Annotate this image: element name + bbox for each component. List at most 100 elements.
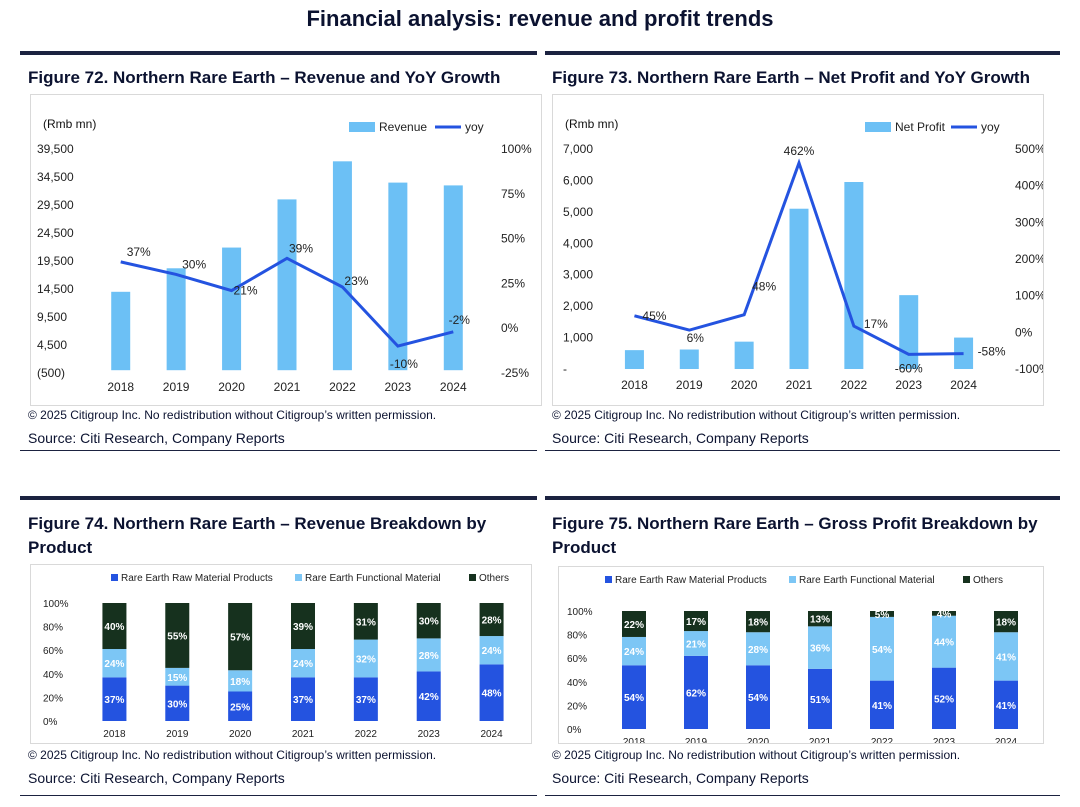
left-axis-tick-label: 5,000 <box>563 205 593 219</box>
stacked-bar-segment-0 <box>808 668 832 729</box>
segment-data-label: 18% <box>230 677 250 688</box>
segment-data-label: 39% <box>293 622 313 633</box>
figure-73-copyright: © 2025 Citigroup Inc. No redistribution … <box>552 408 961 422</box>
legend-swatch <box>295 574 302 581</box>
stacked-bar-segment-1 <box>165 667 190 686</box>
left-axis-tick-label: 19,500 <box>37 254 74 268</box>
y-axis-tick-label: 60% <box>567 654 587 665</box>
stacked-bar-segment-1 <box>932 615 956 668</box>
x-axis-tick-label: 2022 <box>329 380 356 394</box>
stacked-bar-segment-0 <box>684 655 708 729</box>
x-axis-tick-label: 2023 <box>895 378 922 392</box>
x-axis-tick-label: 2018 <box>107 380 134 394</box>
segment-data-label: 15% <box>167 673 187 684</box>
stacked-bar-segment-2 <box>622 611 646 637</box>
stacked-bar-segment-0 <box>228 691 253 721</box>
yoy-data-label: 48% <box>752 280 776 294</box>
stacked-bar-segment-2 <box>291 603 315 650</box>
x-axis-tick-label: 2019 <box>163 380 190 394</box>
segment-data-label: 32% <box>356 654 376 665</box>
stacked-bar-segment-2 <box>416 603 441 639</box>
bar-revenue <box>443 185 463 371</box>
right-axis-tick-label: 25% <box>501 276 525 290</box>
x-axis-tick-label: 2024 <box>950 378 977 392</box>
segment-data-label: 13% <box>810 615 830 626</box>
segment-data-label: 37% <box>104 695 124 706</box>
stacked-bar-segment-2 <box>870 611 894 617</box>
left-axis-tick-label: 3,000 <box>563 268 593 282</box>
segment-data-label: 22% <box>624 620 644 631</box>
left-axis-tick-label: - <box>563 362 567 376</box>
yoy-data-label: 23% <box>344 274 368 288</box>
x-axis-tick-label: 2022 <box>841 378 868 392</box>
x-axis-tick-label: 2021 <box>274 380 301 394</box>
segment-data-label: 51% <box>810 695 830 706</box>
right-axis-tick-label: -25% <box>501 366 529 380</box>
stacked-bar-segment-0 <box>353 677 378 721</box>
x-axis-tick-label: 2018 <box>623 737 646 743</box>
yoy-data-label: 462% <box>784 144 815 158</box>
bottom-rule-top-right <box>545 450 1060 451</box>
stacked-bar-segment-0 <box>932 667 956 729</box>
x-axis-tick-label: 2018 <box>103 729 126 740</box>
stacked-bar-segment-1 <box>291 649 315 678</box>
left-axis-tick-label: 4,500 <box>37 338 67 352</box>
left-axis-tick-label: 34,500 <box>37 170 74 184</box>
segment-data-label: 41% <box>996 701 1016 712</box>
legend-swatch-bar <box>865 122 891 132</box>
stacked-bar-segment-2 <box>228 603 253 671</box>
yoy-line <box>634 158 964 356</box>
yoy-data-label: 6% <box>687 331 705 345</box>
legend-label-line: yoy <box>465 120 484 134</box>
y-axis-tick-label: 80% <box>43 623 63 634</box>
right-axis-tick-label: 100% <box>1015 289 1043 303</box>
figure-72-svg: (Rmb mn) (500) 4,500 9,500 14,500 19,500 24,50… <box>37 117 532 394</box>
bottom-rule-top-left <box>20 450 537 451</box>
y-axis-tick-label: 100% <box>567 607 593 618</box>
segment-data-label: 25% <box>230 702 250 713</box>
stacked-bar-segment-0 <box>479 664 504 721</box>
left-axis-tick-label: 4,000 <box>563 236 593 250</box>
figure-75-svg: 0% 20% 40% 60% 80% 100% 54% 24% 22% 2018 62% 21% 17%… <box>567 575 1018 743</box>
figure-75-source: Source: Citi Research, Company Reports <box>552 770 809 786</box>
left-axis-tick-label: 29,500 <box>37 198 74 212</box>
y-axis-tick-label: 80% <box>567 631 587 642</box>
bar-net-profit <box>734 341 754 369</box>
section-rule-mid-left <box>20 496 537 500</box>
stacked-bar-segment-2 <box>684 611 708 632</box>
segment-data-label: 37% <box>356 695 376 706</box>
stacked-bar-segment-1 <box>479 636 504 665</box>
figure-74-chart: 0% 20% 40% 60% 80% 100% 37% 24% 40% 2018 30% 15% 55%… <box>30 564 532 744</box>
y-axis-tick-label: 20% <box>43 693 63 704</box>
figure-72-title: Figure 72. Northern Rare Earth – Revenue… <box>28 68 501 87</box>
left-axis-tick-label: 7,000 <box>563 142 593 156</box>
left-axis-tick-label: 14,500 <box>37 282 74 296</box>
x-axis-tick-label: 2024 <box>440 380 467 394</box>
figure-72-chart: (Rmb mn) (500) 4,500 9,500 14,500 19,500 24,50… <box>30 94 542 406</box>
bar-revenue <box>277 199 297 371</box>
right-axis-tick-label: 400% <box>1015 179 1043 193</box>
y-axis-tick-label: 40% <box>43 670 63 681</box>
right-axis-tick-label: 100% <box>501 142 532 156</box>
stacked-bar-segment-2 <box>994 611 1018 633</box>
x-axis-tick-label: 2022 <box>355 729 378 740</box>
yoy-data-label: 30% <box>182 257 206 271</box>
figure-72-source: Source: Citi Research, Company Reports <box>28 430 285 446</box>
stacked-bar-segment-1 <box>994 632 1018 681</box>
stacked-bar-segment-2 <box>165 603 190 668</box>
segment-data-label: 5% <box>875 610 890 621</box>
section-rule-top-right <box>545 51 1060 55</box>
stacked-bar-segment-1 <box>808 626 832 669</box>
segment-data-label: 24% <box>482 646 502 657</box>
stacked-bar-segment-2 <box>353 603 378 640</box>
figure-75-panel: Figure 75. Northern Rare Earth – Gross P… <box>552 510 1072 800</box>
segment-data-label: 48% <box>482 689 502 700</box>
figure-72-panel: Figure 72. Northern Rare Earth – Revenue… <box>28 64 548 454</box>
x-axis-tick-label: 2019 <box>166 729 189 740</box>
figure-72-copyright: © 2025 Citigroup Inc. No redistribution … <box>28 408 437 422</box>
legend-label-bar: Net Profit <box>895 120 946 134</box>
y-axis-tick-label: 0% <box>567 725 582 736</box>
stacked-bar-segment-2 <box>746 611 770 633</box>
stacked-bar-segment-1 <box>746 632 770 666</box>
yoy-data-label: -2% <box>449 313 471 327</box>
